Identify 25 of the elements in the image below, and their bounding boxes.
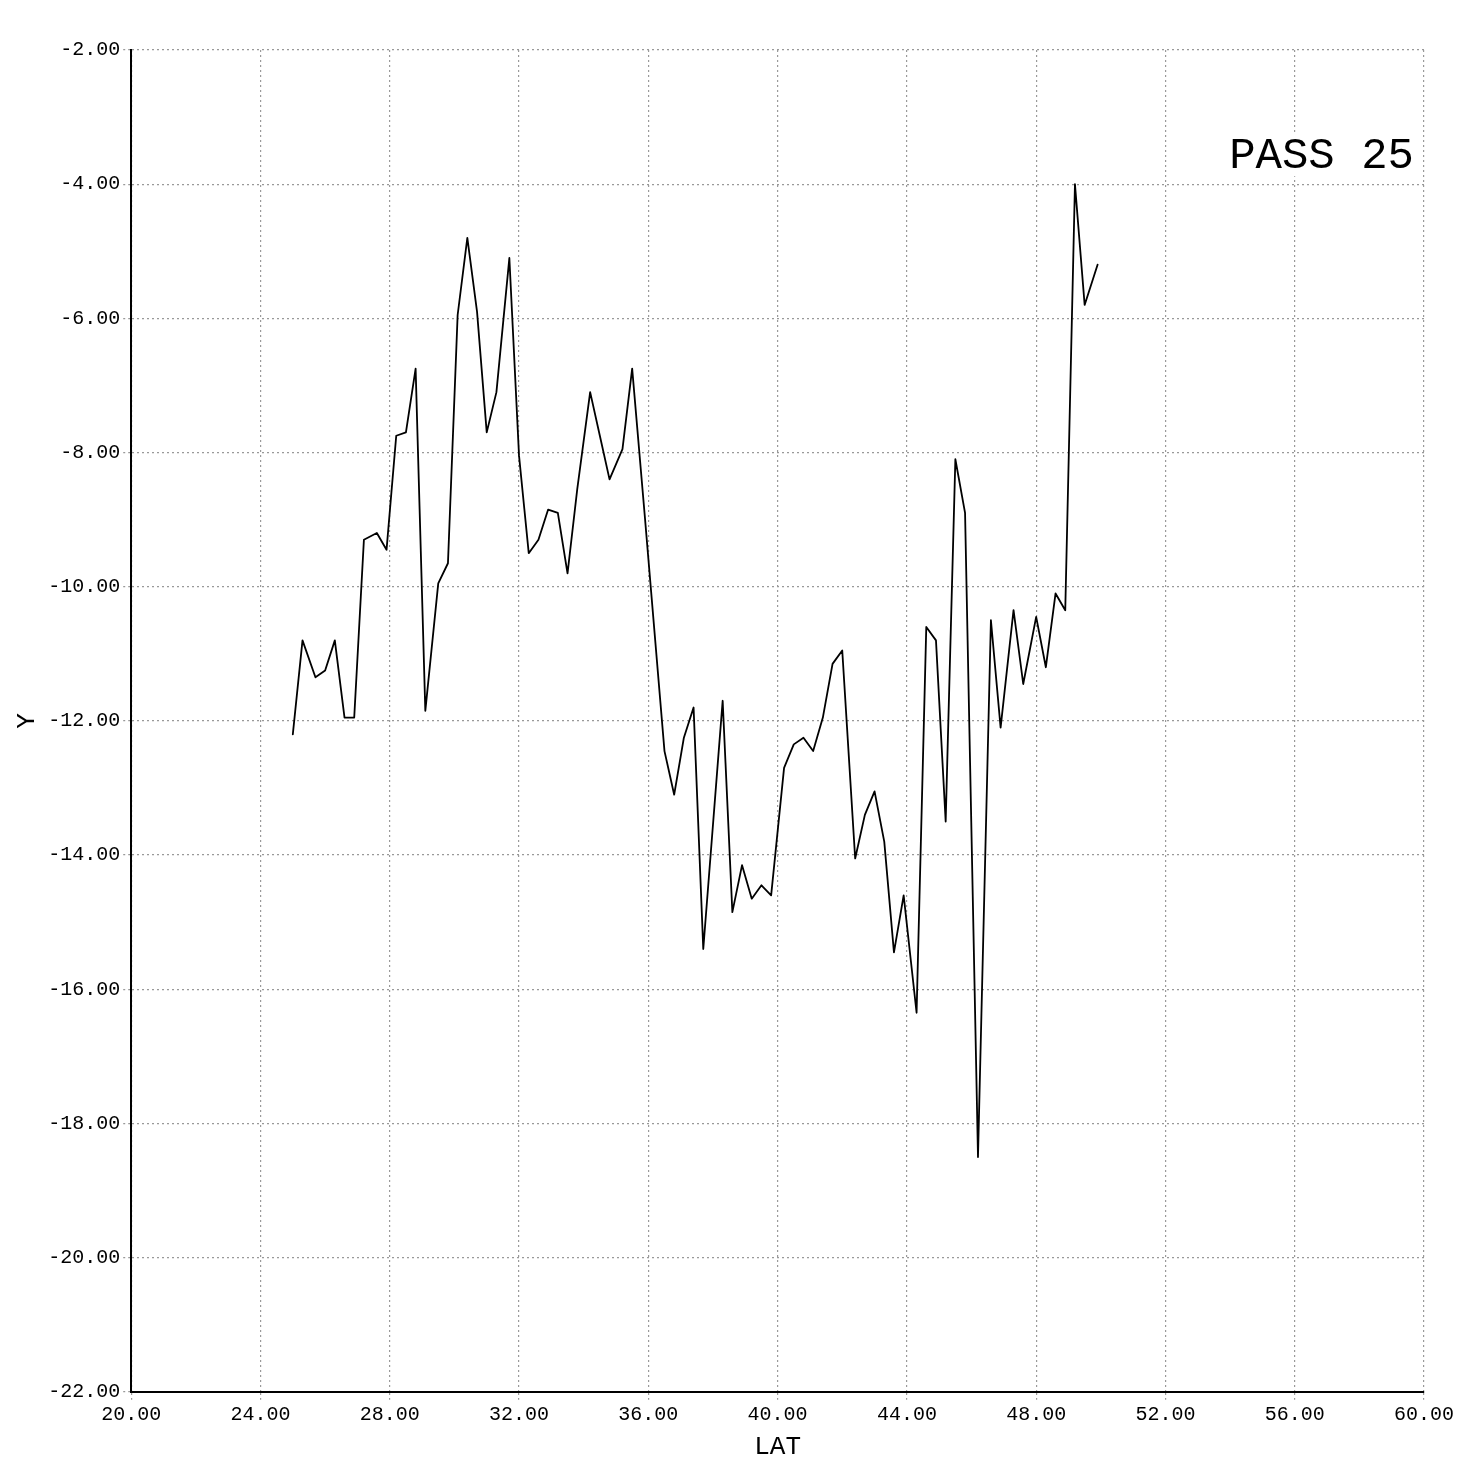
- x-tick-label: 24.00: [230, 1403, 291, 1427]
- y-axis-title: Y: [12, 712, 43, 729]
- y-tick-label: -4.00: [60, 172, 121, 196]
- y-tick-label: -22.00: [48, 1380, 121, 1404]
- x-tick-label: 28.00: [359, 1403, 420, 1427]
- x-tick-label: 44.00: [876, 1403, 937, 1427]
- x-tick-label: 60.00: [1393, 1403, 1455, 1427]
- y-tick-label: -20.00: [48, 1245, 121, 1269]
- y-tick-label: -14.00: [48, 843, 121, 867]
- x-tick-label: 20.00: [101, 1403, 162, 1427]
- y-tick-label: -6.00: [60, 306, 121, 330]
- x-tick-label: 56.00: [1264, 1403, 1325, 1427]
- y-tick-label: -8.00: [60, 440, 121, 464]
- y-tick-label: -12.00: [48, 709, 121, 733]
- x-tick-label: 52.00: [1135, 1403, 1196, 1427]
- y-tick-label: -10.00: [48, 575, 121, 599]
- y-tick-label: -2.00: [60, 38, 121, 62]
- x-axis-title: LAT: [754, 1432, 802, 1463]
- y-tick-label: -18.00: [48, 1111, 121, 1135]
- x-tick-label: 32.00: [489, 1403, 550, 1427]
- annotation: PASS 25: [1229, 130, 1414, 181]
- x-tick-label: 40.00: [747, 1403, 808, 1427]
- y-tick-label: -16.00: [48, 977, 121, 1001]
- x-tick-label: 36.00: [618, 1403, 679, 1427]
- x-tick-label: 48.00: [1006, 1403, 1067, 1427]
